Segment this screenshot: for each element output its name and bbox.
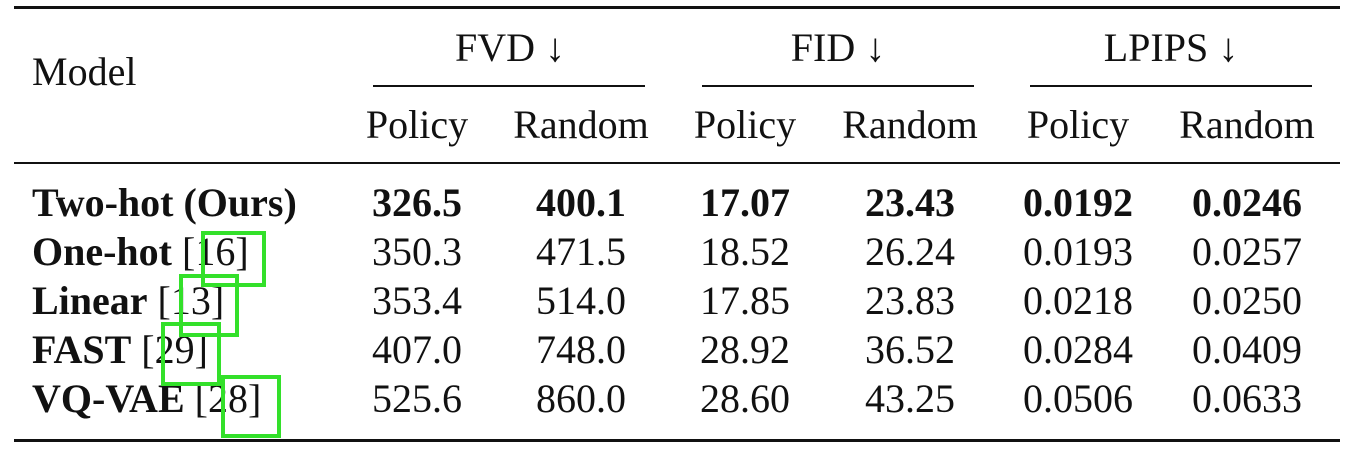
value-cell: 525.6 bbox=[372, 376, 462, 421]
citation: [13] bbox=[157, 278, 225, 323]
group-header: FVD ↓ bbox=[454, 25, 566, 70]
model-name: One-hot bbox=[32, 229, 172, 274]
highlight-box bbox=[161, 322, 221, 386]
value-cell: 350.3 bbox=[372, 229, 462, 274]
value-cell: 0.0246 bbox=[1192, 180, 1302, 225]
top-rule bbox=[14, 6, 1340, 9]
model-name: Two-hot (Ours) bbox=[32, 180, 297, 225]
value-cell: 18.52 bbox=[700, 229, 790, 274]
value-cell: 407.0 bbox=[372, 327, 462, 372]
model-cell: One-hot [16] bbox=[32, 232, 249, 272]
model-cell: VQ-VAE [28] bbox=[32, 379, 261, 419]
model-name: Linear bbox=[32, 278, 148, 323]
model-name: FAST bbox=[32, 327, 132, 372]
value-cell: 0.0257 bbox=[1192, 229, 1302, 274]
highlight-box bbox=[201, 231, 266, 287]
value-cell: 514.0 bbox=[536, 278, 626, 323]
value-cell: 43.25 bbox=[865, 376, 955, 421]
sub-header: Random bbox=[842, 102, 978, 147]
value-cell: 17.85 bbox=[700, 278, 790, 323]
value-cell: 0.0633 bbox=[1192, 376, 1302, 421]
group-rule bbox=[1030, 85, 1312, 87]
value-cell: 0.0284 bbox=[1023, 327, 1133, 372]
value-cell: 0.0506 bbox=[1023, 376, 1133, 421]
value-cell: 748.0 bbox=[536, 327, 626, 372]
citation: [16] bbox=[182, 229, 249, 274]
sub-header: Policy bbox=[693, 102, 797, 147]
value-cell: 36.52 bbox=[865, 327, 955, 372]
value-cell: 17.07 bbox=[700, 180, 790, 225]
value-cell: 860.0 bbox=[536, 376, 626, 421]
value-cell: 26.24 bbox=[865, 229, 955, 274]
sub-header: Policy bbox=[1026, 102, 1130, 147]
value-cell: 0.0192 bbox=[1023, 180, 1133, 225]
value-cell: 353.4 bbox=[372, 278, 462, 323]
value-cell: 23.43 bbox=[865, 180, 955, 225]
value-cell: 0.0193 bbox=[1023, 229, 1133, 274]
bottom-rule bbox=[14, 439, 1340, 442]
value-cell: 0.0250 bbox=[1192, 278, 1302, 323]
group-rule bbox=[373, 85, 645, 87]
highlight-box bbox=[221, 375, 281, 438]
header-model: Model bbox=[32, 49, 137, 94]
mid-rule bbox=[14, 162, 1340, 164]
model-cell: Two-hot (Ours) bbox=[32, 183, 297, 223]
model-cell: Linear [13] bbox=[32, 281, 224, 321]
sub-header: Random bbox=[1179, 102, 1315, 147]
value-cell: 0.0409 bbox=[1192, 327, 1302, 372]
group-rule bbox=[702, 85, 974, 87]
value-cell: 28.60 bbox=[700, 376, 790, 421]
group-header: LPIPS ↓ bbox=[1103, 25, 1239, 70]
group-header: FID ↓ bbox=[790, 25, 886, 70]
sub-header: Policy bbox=[365, 102, 469, 147]
value-cell: 28.92 bbox=[700, 327, 790, 372]
sub-header: Random bbox=[513, 102, 649, 147]
model-cell: FAST [29] bbox=[32, 330, 208, 370]
highlight-box bbox=[179, 274, 239, 337]
value-cell: 23.83 bbox=[865, 278, 955, 323]
value-cell: 326.5 bbox=[372, 180, 462, 225]
value-cell: 400.1 bbox=[536, 180, 626, 225]
model-name: VQ-VAE bbox=[32, 376, 185, 421]
value-cell: 471.5 bbox=[536, 229, 626, 274]
value-cell: 0.0218 bbox=[1023, 278, 1133, 323]
